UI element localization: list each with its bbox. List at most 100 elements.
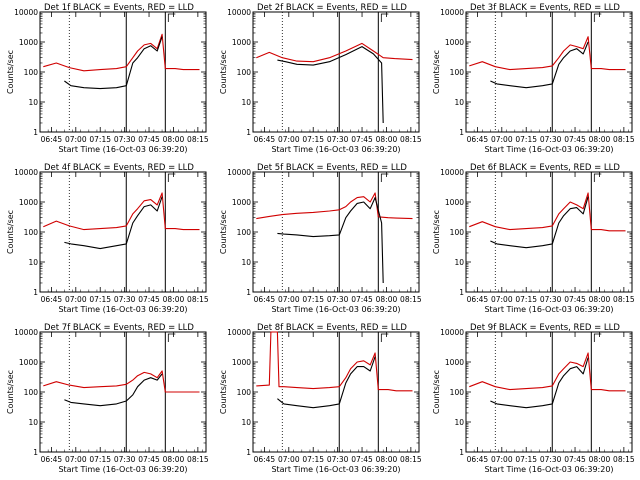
- x-tick-label: 07:00: [491, 295, 513, 304]
- x-tick-label: 07:00: [278, 455, 300, 464]
- x-tick-label: 08:00: [589, 455, 611, 464]
- x-tick-label: 07:30: [327, 135, 349, 144]
- y-tick-label: 10: [28, 418, 38, 427]
- x-tick-label: 07:45: [564, 135, 586, 144]
- series-line-lld: [469, 352, 626, 392]
- y-tick-label: 10000: [440, 328, 464, 337]
- x-tick-label: 06:45: [254, 135, 276, 144]
- x-tick-label: 07:15: [302, 455, 324, 464]
- panel-3: Det 3f BLACK = Events, RED = LLD 1 10 100 10…: [432, 3, 635, 154]
- x-tick-label: 06:45: [254, 455, 276, 464]
- x-tick-label: 07:45: [564, 455, 586, 464]
- x-tick-label: 08:15: [400, 135, 422, 144]
- x-tick-label: 08:15: [400, 455, 422, 464]
- y-tick-label: 1000: [19, 38, 38, 47]
- x-tick-label: 07:30: [540, 295, 562, 304]
- x-tick-label: 06:45: [41, 295, 63, 304]
- x-tick-label: 08:00: [376, 295, 398, 304]
- series-line-events: [277, 197, 384, 284]
- series-line-events: [277, 46, 384, 124]
- y-tick-label: 10: [28, 98, 38, 107]
- y-tick-label: 1: [33, 288, 38, 297]
- y-tick-label: 1000: [19, 358, 38, 367]
- interval-bracket: [380, 13, 389, 22]
- panel-7: Det 7f BLACK = Events, RED = LLD 1 10 100 10…: [6, 323, 209, 474]
- y-tick-label: 1000: [232, 38, 251, 47]
- x-tick-label: 06:45: [41, 135, 63, 144]
- y-tick-label: 10000: [227, 168, 251, 177]
- plot-frame: [465, 171, 633, 293]
- x-tick-label: 07:15: [89, 295, 111, 304]
- x-tick-label: 08:00: [376, 135, 398, 144]
- x-tick-label: 08:00: [163, 455, 185, 464]
- y-tick-label: 10000: [14, 8, 38, 17]
- x-tick-label: 08:00: [376, 455, 398, 464]
- x-tick-label: 07:15: [302, 295, 324, 304]
- x-tick-label: 07:15: [515, 455, 537, 464]
- series-line-events: [64, 196, 163, 250]
- y-axis-label: Counts/sec: [6, 370, 15, 414]
- x-tick-label: 08:15: [400, 295, 422, 304]
- panel-2: Det 2f BLACK = Events, RED = LLD 1 10 100 10…: [219, 3, 422, 154]
- panel-title: Det 6f BLACK = Events, RED = LLD: [470, 163, 620, 173]
- y-axis-label: Counts/sec: [219, 50, 228, 94]
- panel-title: Det 9f BLACK = Events, RED = LLD: [470, 323, 620, 333]
- interval-bracket: [167, 13, 176, 22]
- y-axis-label: Counts/sec: [432, 210, 441, 254]
- series-line-lld: [469, 192, 626, 232]
- y-tick-label: 1000: [232, 358, 251, 367]
- y-tick-label: 1000: [445, 198, 464, 207]
- panel-title: Det 3f BLACK = Events, RED = LLD: [470, 3, 620, 13]
- y-tick-label: 10000: [227, 8, 251, 17]
- x-axis-label: Start Time (16-Oct-03 06:39:20): [271, 145, 400, 154]
- y-tick-label: 10: [28, 258, 38, 267]
- panel-title: Det 5f BLACK = Events, RED = LLD: [257, 163, 407, 173]
- interval-bracket: [593, 333, 602, 342]
- y-tick-label: 100: [450, 68, 465, 77]
- y-axis-label: Counts/sec: [6, 210, 15, 254]
- y-tick-label: 10000: [14, 168, 38, 177]
- y-tick-label: 1: [459, 128, 464, 137]
- y-tick-label: 10: [454, 418, 464, 427]
- interval-bracket: [167, 333, 176, 342]
- panel-9: Det 9f BLACK = Events, RED = LLD 1 10 100 10…: [432, 323, 635, 474]
- x-tick-label: 08:15: [187, 135, 209, 144]
- x-tick-label: 06:45: [254, 295, 276, 304]
- series-line-events: [490, 196, 589, 249]
- y-tick-label: 1000: [445, 38, 464, 47]
- x-tick-label: 08:00: [163, 295, 185, 304]
- y-tick-label: 10: [454, 258, 464, 267]
- y-tick-label: 1: [459, 288, 464, 297]
- x-tick-label: 07:00: [491, 135, 513, 144]
- series-line-events: [64, 36, 163, 90]
- x-tick-label: 07:45: [351, 135, 373, 144]
- x-tick-label: 07:15: [89, 135, 111, 144]
- series-line-lld: [43, 33, 200, 72]
- series-line-events: [64, 373, 163, 407]
- interval-bracket: [380, 173, 389, 182]
- x-tick-label: 07:45: [138, 295, 160, 304]
- x-tick-label: 06:45: [467, 135, 489, 144]
- series-line-lld: [256, 42, 413, 63]
- panel-title: Det 4f BLACK = Events, RED = LLD: [44, 163, 194, 173]
- x-tick-label: 07:15: [302, 135, 324, 144]
- series-line-lld: [256, 331, 413, 392]
- x-tick-label: 07:30: [327, 295, 349, 304]
- x-tick-label: 06:45: [41, 455, 63, 464]
- x-axis-label: Start Time (16-Oct-03 06:39:20): [484, 145, 613, 154]
- panel-1: Det 1f BLACK = Events, RED = LLD 1 10 100 10…: [6, 3, 209, 154]
- y-tick-label: 1000: [445, 358, 464, 367]
- series-line-events: [277, 356, 376, 409]
- interval-bracket: [593, 173, 602, 182]
- plot-frame: [465, 331, 633, 453]
- x-tick-label: 07:15: [515, 295, 537, 304]
- x-tick-label: 07:45: [351, 295, 373, 304]
- plot-frame: [39, 11, 207, 133]
- y-axis-label: Counts/sec: [219, 210, 228, 254]
- y-axis-label: Counts/sec: [432, 50, 441, 94]
- y-tick-label: 100: [237, 228, 252, 237]
- plot-frame: [252, 11, 420, 133]
- x-tick-label: 07:00: [65, 295, 87, 304]
- series-line-events: [490, 357, 589, 409]
- y-tick-label: 100: [24, 228, 39, 237]
